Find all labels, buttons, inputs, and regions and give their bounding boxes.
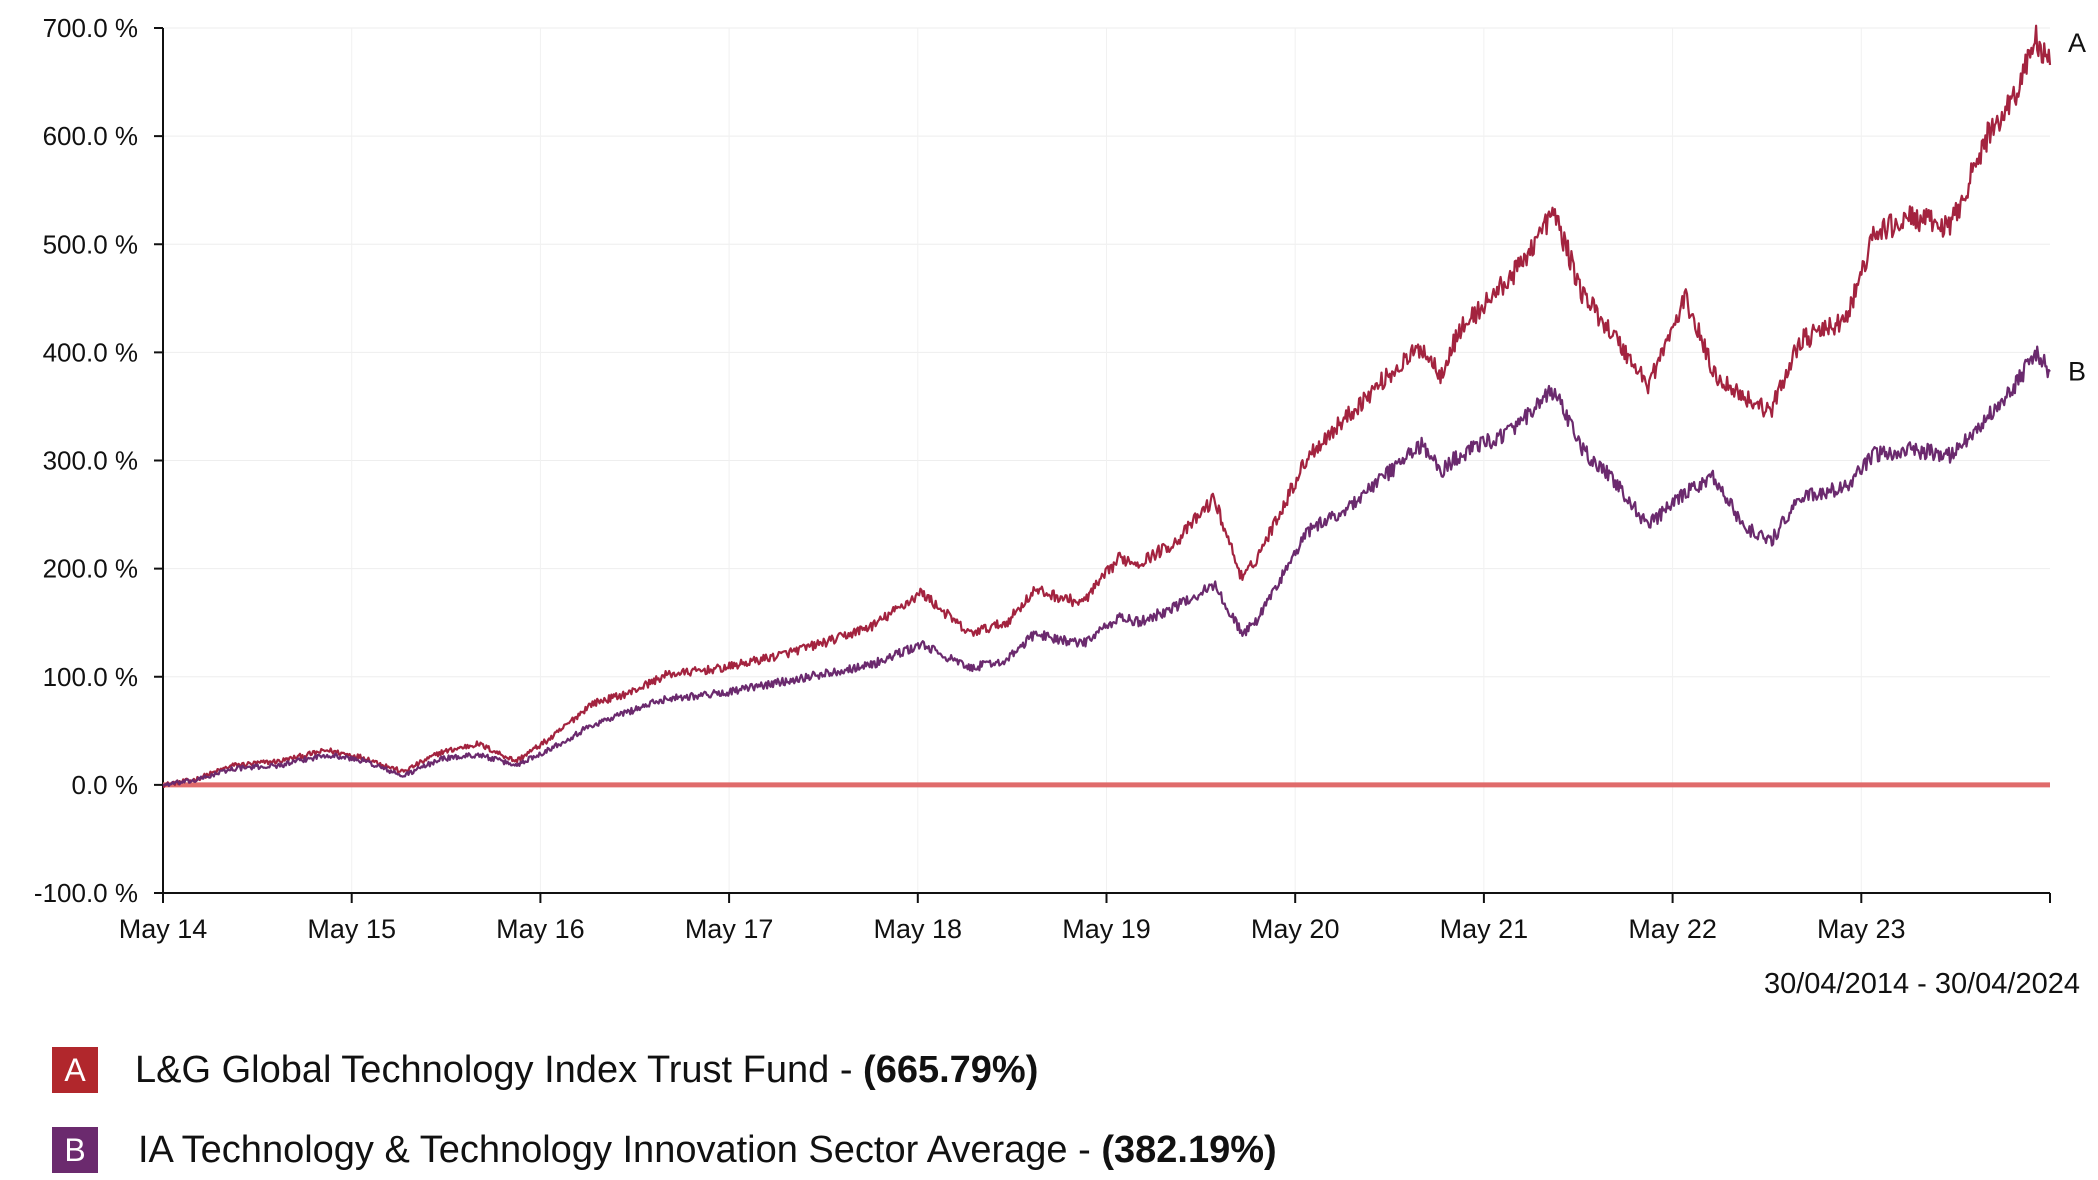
legend-return-a: (665.79%) <box>863 1048 1039 1091</box>
series-line-b <box>162 345 2051 787</box>
y-tick-label: 0.0 % <box>72 770 139 800</box>
legend-name-b: IA Technology & Technology Innovation Se… <box>138 1128 1068 1171</box>
gridlines <box>162 27 2050 894</box>
y-tick-label: 500.0 % <box>43 229 138 259</box>
x-tick-label: May 16 <box>496 914 585 944</box>
y-tick-label: 400.0 % <box>43 337 138 367</box>
legend-swatch-a: A <box>52 1047 98 1093</box>
y-axis-ticks: 700.0 % 600.0 % 500.0 % 400.0 % 300.0 % 200.0… <box>34 13 138 908</box>
x-tick-label: May 20 <box>1251 914 1340 944</box>
y-tick-label: 700.0 % <box>43 13 138 43</box>
x-tick-label: May 18 <box>874 914 963 944</box>
legend-name-a: L&G Global Technology Index Trust Fund <box>135 1048 830 1091</box>
performance-chart: 700.0 % 600.0 % 500.0 % 400.0 % 300.0 % 200.0… <box>34 13 2086 944</box>
y-tick-label: -100.0 % <box>34 878 138 908</box>
series-line-a <box>162 24 2052 788</box>
legend-swatch-b-letter: B <box>64 1131 86 1168</box>
x-tick-label: May 17 <box>685 914 774 944</box>
series-lines <box>162 24 2052 788</box>
y-tick-label: 100.0 % <box>43 662 138 692</box>
legend-return-b: (382.19%) <box>1101 1128 1277 1171</box>
axes <box>154 27 2051 903</box>
series-end-label-b: B <box>2068 357 2086 387</box>
series-end-labels: AB <box>2068 28 2086 387</box>
series-end-label-a: A <box>2068 28 2086 58</box>
y-tick-label: 200.0 % <box>43 554 138 584</box>
y-tick-label: 300.0 % <box>43 446 138 476</box>
y-tick-label: 600.0 % <box>43 121 138 151</box>
legend-swatch-a-letter: A <box>64 1051 86 1088</box>
x-tick-label: May 23 <box>1817 914 1906 944</box>
x-tick-label: May 21 <box>1440 914 1529 944</box>
legend-swatch-b: B <box>52 1127 98 1173</box>
legend-text-a: L&G Global Technology Index Trust Fund -… <box>135 1048 1039 1091</box>
x-tick-label: May 14 <box>119 914 208 944</box>
x-tick-label: May 19 <box>1062 914 1151 944</box>
x-tick-label: May 15 <box>307 914 396 944</box>
date-range-label: 30/04/2014 - 30/04/2024 <box>1763 968 2080 1000</box>
x-axis-ticks: May 14 May 15 May 16 May 17 May 18 May 19 May … <box>119 914 1906 944</box>
legend-text-b: IA Technology & Technology Innovation Se… <box>138 1128 1277 1171</box>
x-tick-label: May 22 <box>1628 914 1717 944</box>
legend-item-a: A L&G Global Technology Index Trust Fund… <box>52 1047 1038 1093</box>
legend-item-b: B IA Technology & Technology Innovation … <box>52 1127 1277 1173</box>
